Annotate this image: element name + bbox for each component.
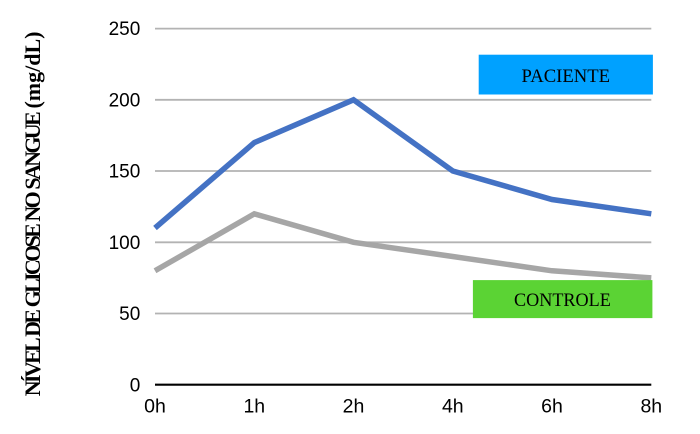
svg-text:6h: 6h — [541, 396, 563, 418]
svg-text:250: 250 — [109, 19, 141, 40]
svg-text:100: 100 — [109, 233, 141, 254]
svg-text:0h: 0h — [144, 396, 166, 418]
svg-text:0: 0 — [130, 375, 141, 396]
svg-text:PACIENTE: PACIENTE — [522, 67, 611, 87]
svg-text:2h: 2h — [343, 396, 365, 418]
svg-text:8h: 8h — [640, 396, 662, 418]
svg-text:1h: 1h — [243, 396, 265, 418]
svg-text:150: 150 — [109, 162, 141, 183]
svg-text:4h: 4h — [442, 396, 464, 418]
svg-text:200: 200 — [109, 90, 141, 111]
svg-text:50: 50 — [119, 304, 140, 325]
svg-text:CONTROLE: CONTROLE — [514, 291, 611, 311]
svg-text:NÍVEL DE GLICOSE NO SANGUE (mg: NÍVEL DE GLICOSE NO SANGUE (mg/dL) — [20, 32, 45, 397]
